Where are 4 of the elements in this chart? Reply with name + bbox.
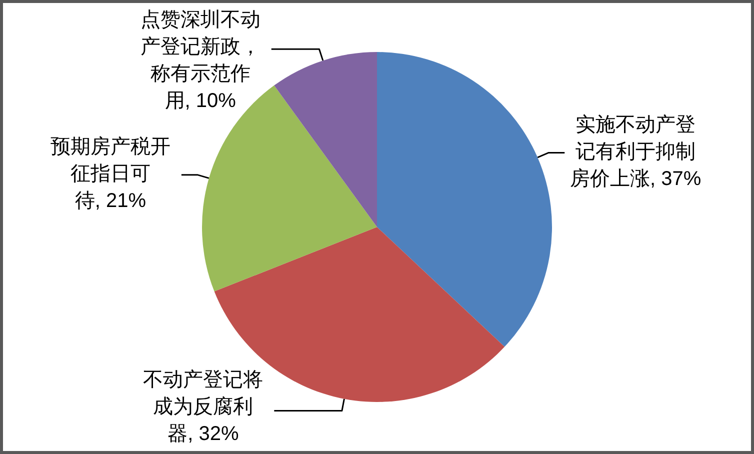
slice-label: 预期房产税开征指日可待, 21% <box>49 135 172 214</box>
slice-label: 实施不动产登记有利于抑制房价上涨, 37% <box>569 113 702 192</box>
slice-label: 点赞深圳不动产登记新政，称有示范作用, 10% <box>139 8 262 114</box>
slice-label: 不动产登记将成为反腐利器, 32% <box>142 368 264 447</box>
